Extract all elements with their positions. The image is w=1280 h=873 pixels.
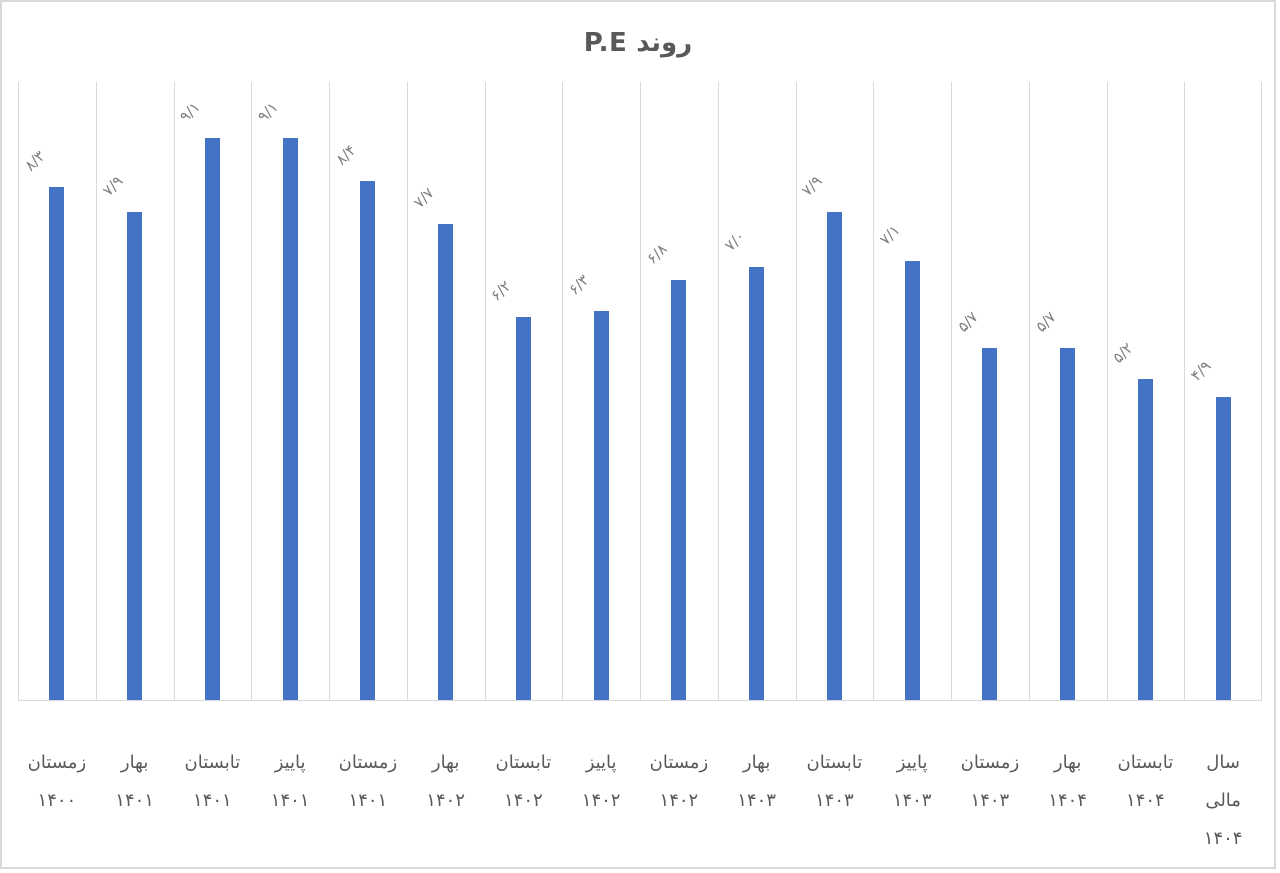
bar-value-label: ۷/۱ <box>876 221 904 249</box>
gridline <box>640 82 641 700</box>
bar-value-label: ۷/۷ <box>409 184 438 212</box>
gridline <box>1184 82 1186 700</box>
gridline <box>173 82 175 700</box>
x-axis-labels: زمستان ۱۴۰۰ بهار ۱۴۰۱ تابستان ۱۴۰۱ پاییز ۱۴… <box>18 700 1262 860</box>
bar <box>438 224 454 700</box>
gridline <box>329 82 330 700</box>
bar-value-label: ۹/۱ <box>254 97 282 126</box>
category-label: زمستان ۱۴۰۲ <box>649 752 709 811</box>
category-label: بهار ۱۴۰۳ <box>737 752 776 811</box>
bar-value-label: ۶/۲ <box>487 276 516 305</box>
bar <box>360 180 376 700</box>
gridline <box>251 82 253 700</box>
bar <box>49 187 65 700</box>
gridline <box>406 82 408 700</box>
bar-value-label: ۵/۷ <box>953 307 982 336</box>
bar <box>1060 347 1076 700</box>
gridline <box>795 82 797 700</box>
bar-value-label: ۷/۹ <box>98 171 127 200</box>
category-label: تابستان ۱۴۰۳ <box>806 752 863 811</box>
bar-value-label: ۵/۷ <box>1031 307 1060 336</box>
bar-value-label: ۷/۹ <box>798 171 827 200</box>
chart-title: روند P.E <box>583 28 693 58</box>
category-label: بهار ۱۴۰۲ <box>426 752 465 811</box>
bar-value-label: ۸/۴ <box>331 140 360 169</box>
category-label: تابستان ۱۴۰۴ <box>1117 752 1174 811</box>
gridline <box>1028 82 1030 700</box>
gridline <box>484 82 486 700</box>
gridline <box>18 82 19 700</box>
bar-value-label: ۴/۹ <box>1187 357 1215 385</box>
gridline <box>951 82 952 700</box>
bar <box>749 267 765 700</box>
bar-value-label: ۶/۳ <box>565 270 593 299</box>
bar <box>127 211 143 700</box>
category-label: بهار ۱۴۰۱ <box>115 752 154 811</box>
plot-area: ۸/۳ ۷/۹ ۹/۱ ۹/۱ ۸/۴ ۷/۷ ۶/۲ ۶/۳ ۶/۸ ۷/۰ ۷/۹ ۷/۱ ۵/۷ ۵… <box>18 82 1262 701</box>
bar <box>515 316 531 700</box>
gridline <box>717 82 719 700</box>
category-label: بهار ۱۴۰۴ <box>1048 752 1087 811</box>
bar <box>204 137 220 700</box>
bar <box>1137 378 1153 700</box>
bar <box>1215 397 1231 700</box>
category-label: زمستان ۱۴۰۰ <box>27 752 87 811</box>
bar <box>904 261 920 700</box>
category-label: تابستان ۱۴۰۲ <box>495 752 552 811</box>
category-label: زمستان ۱۴۰۳ <box>960 752 1020 811</box>
bar-value-label: ۷/۰ <box>720 227 749 256</box>
gridline <box>95 82 97 700</box>
category-label: پاییز ۱۴۰۱ <box>270 752 310 811</box>
bar-value-label: ۵/۲ <box>1109 338 1138 367</box>
gridline <box>1106 82 1108 700</box>
category-label: پاییز ۱۴۰۲ <box>581 752 621 811</box>
bar-value-label: ۹/۱ <box>176 97 205 126</box>
category-label: تابستان ۱۴۰۱ <box>184 752 241 811</box>
bar <box>671 279 687 700</box>
bar <box>982 347 998 700</box>
bar <box>282 137 298 700</box>
bar-value-label: ۸/۳ <box>20 147 49 175</box>
category-label: سال مالی ۱۴۰۴ <box>1203 752 1243 849</box>
bar <box>593 310 609 700</box>
gridline <box>873 82 875 700</box>
bar <box>826 211 842 700</box>
gridline <box>1261 82 1262 700</box>
bar-value-label: ۶/۸ <box>642 239 671 268</box>
gridline <box>562 82 564 700</box>
category-label: زمستان ۱۴۰۱ <box>338 752 398 811</box>
category-label: پاییز ۱۴۰۳ <box>892 752 932 811</box>
